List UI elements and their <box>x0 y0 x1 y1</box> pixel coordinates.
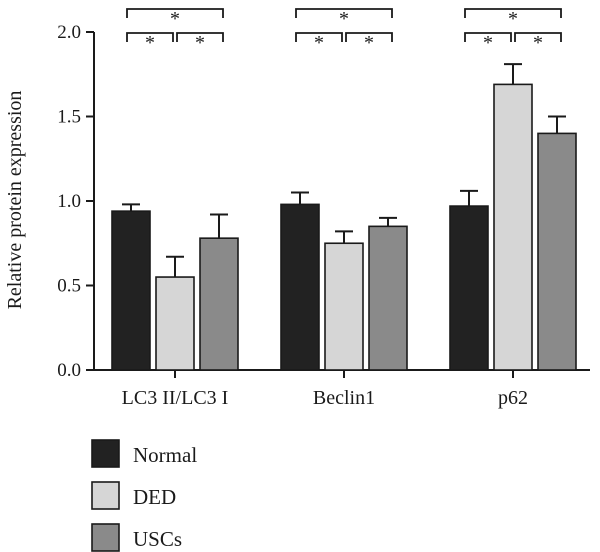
x-tick-label: Beclin1 <box>313 387 375 409</box>
legend-swatch <box>91 481 120 510</box>
bar <box>449 205 489 371</box>
significance-bracket <box>295 8 393 18</box>
legend-swatch <box>91 523 120 552</box>
significance-bracket <box>464 8 562 18</box>
x-tick-label: LC3 II/LC3 I <box>122 387 229 409</box>
bar <box>368 225 408 371</box>
significance-star: * <box>483 32 493 54</box>
significance-star: * <box>195 32 205 54</box>
y-tick-label: 0.0 <box>57 360 81 381</box>
y-tick-label: 0.5 <box>57 276 81 297</box>
bar <box>324 242 364 371</box>
legend-label: USCs <box>133 527 182 551</box>
legend-label: DED <box>133 485 176 509</box>
significance-star: * <box>170 8 180 30</box>
bar <box>111 210 151 371</box>
y-tick-label: 1.5 <box>57 107 81 128</box>
significance-bracket <box>464 32 512 42</box>
bar <box>155 276 195 371</box>
significance-bracket <box>295 32 343 42</box>
significance-bracket <box>514 32 562 42</box>
y-tick-label: 1.0 <box>57 191 81 212</box>
bar <box>493 83 533 371</box>
bar <box>199 237 239 371</box>
significance-bracket <box>345 32 393 42</box>
bar <box>537 132 577 371</box>
x-tick-label: p62 <box>498 387 528 409</box>
significance-star: * <box>314 32 324 54</box>
y-tick-label: 2.0 <box>57 22 81 43</box>
significance-star: * <box>508 8 518 30</box>
significance-star: * <box>145 32 155 54</box>
significance-star: * <box>339 8 349 30</box>
significance-bracket <box>126 8 224 18</box>
bar <box>280 203 320 371</box>
significance-star: * <box>533 32 543 54</box>
legend-swatch <box>91 439 120 468</box>
significance-bracket <box>176 32 224 42</box>
significance-star: * <box>364 32 374 54</box>
legend-label: Normal <box>133 443 197 467</box>
significance-bracket <box>126 32 174 42</box>
y-axis-title: Relative protein expression <box>4 91 26 310</box>
